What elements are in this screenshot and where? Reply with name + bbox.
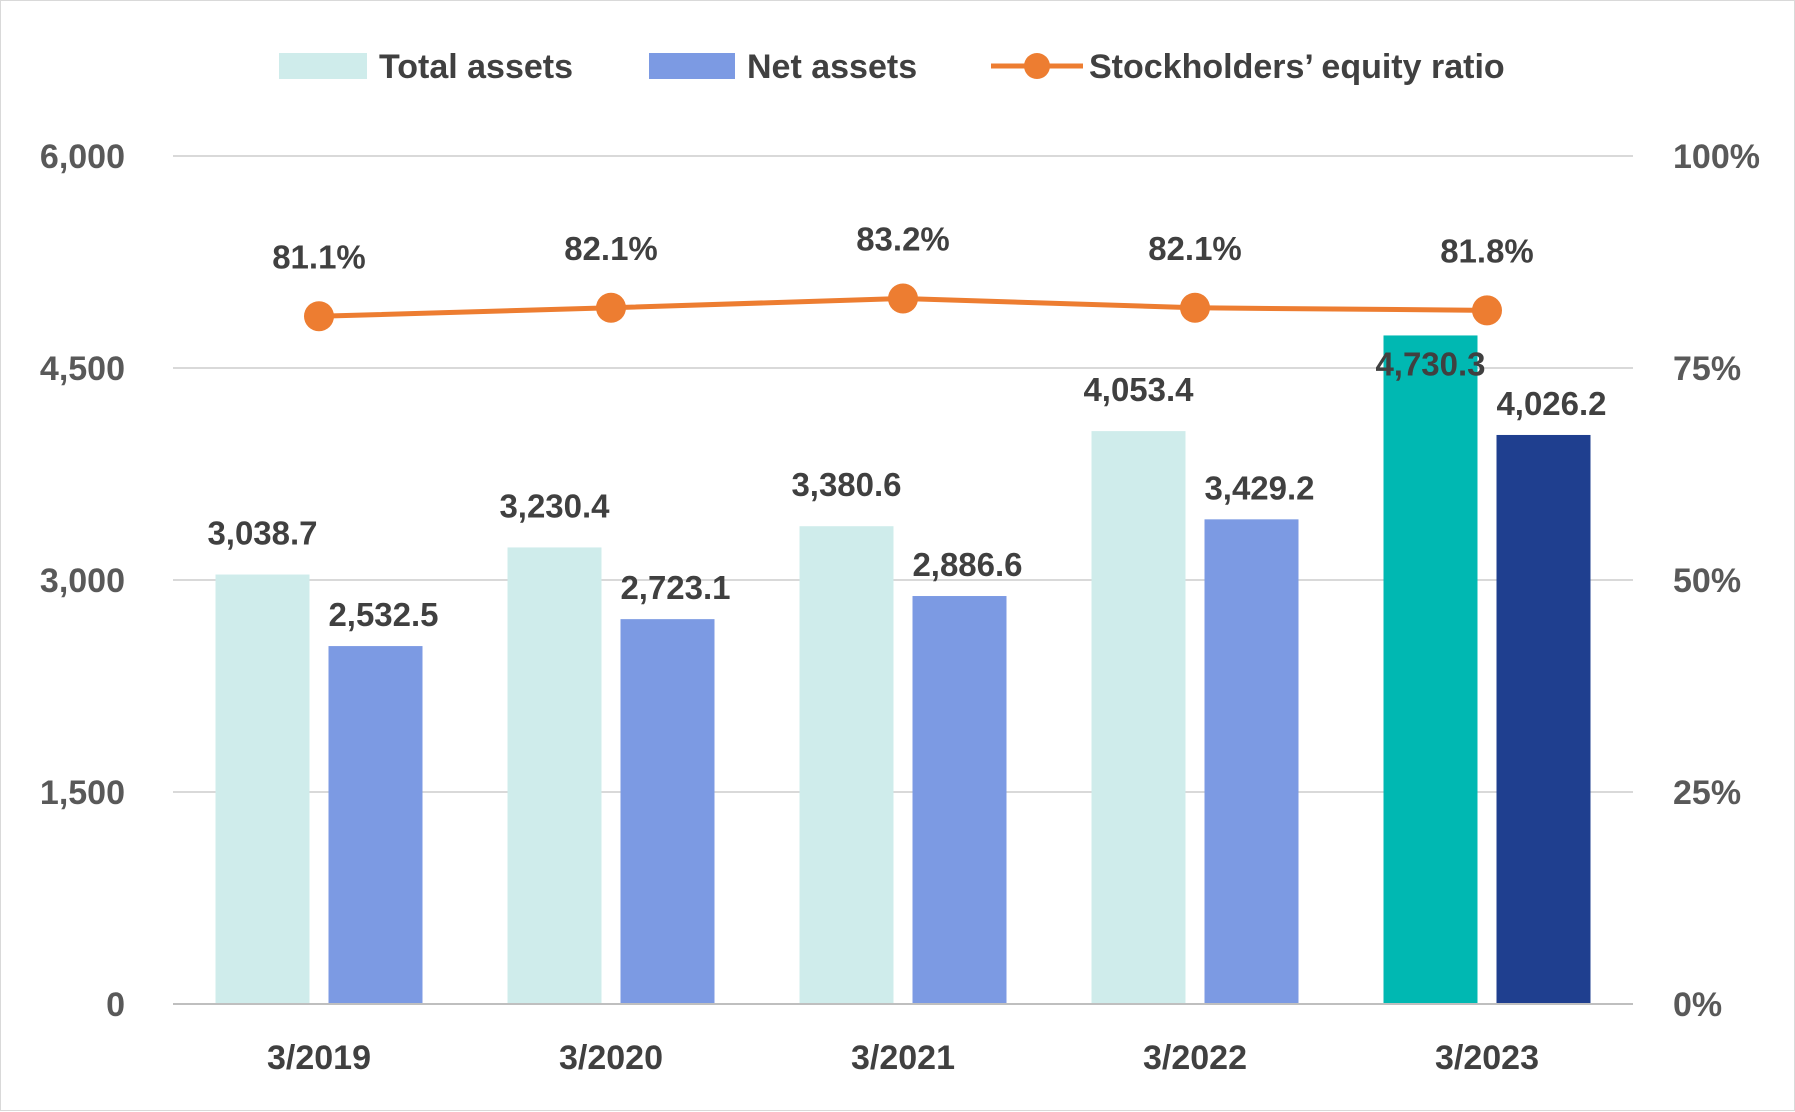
- net-assets-bar: [1496, 434, 1591, 1004]
- equity-ratio-data-label: 81.1%: [272, 238, 366, 275]
- total-assets-data-label: 4,053.4: [1083, 371, 1194, 408]
- net-assets-data-label: 3,429.2: [1204, 469, 1314, 506]
- legend-label-total-assets: Total assets: [379, 48, 573, 86]
- category-label: 3/2020: [559, 1039, 663, 1077]
- equity-ratio-data-label: 82.1%: [564, 230, 658, 267]
- total-assets-data-label: 3,038.7: [207, 515, 317, 552]
- equity-ratio-marker: [888, 283, 918, 314]
- right-tick-label: 0%: [1673, 986, 1722, 1024]
- total-assets-bar: [215, 574, 310, 1004]
- left-tick-label: 0: [106, 986, 125, 1024]
- bars: [215, 335, 1591, 1004]
- equity-ratio-marker: [1472, 295, 1502, 326]
- equity-ratio-marker: [596, 292, 626, 323]
- net-assets-bar: [912, 596, 1007, 1004]
- category-label: 3/2019: [267, 1039, 371, 1077]
- legend: Total assets Net assets Stockholders’ equi…: [279, 48, 1505, 86]
- right-tick-label: 100%: [1673, 138, 1760, 176]
- net-assets-data-label: 2,886.6: [912, 546, 1022, 583]
- right-tick-label: 50%: [1673, 562, 1741, 600]
- category-label: 3/2023: [1435, 1039, 1539, 1077]
- left-tick-label: 3,000: [40, 562, 125, 600]
- right-axis: 0% 25% 50% 75% 100%: [1673, 138, 1760, 1024]
- net-assets-bar: [328, 646, 423, 1004]
- category-label: 3/2022: [1143, 1039, 1247, 1077]
- legend-swatch-net-assets: [649, 53, 735, 79]
- x-axis: 3/2019 3/2020 3/2021 3/2022 3/2023: [173, 1003, 1633, 1077]
- equity-ratio-marker: [1180, 292, 1210, 323]
- left-axis: 0 1,500 3,000 4,500 6,000: [40, 138, 125, 1024]
- left-tick-label: 4,500: [40, 350, 125, 388]
- net-assets-data-label: 2,532.5: [328, 596, 438, 633]
- total-assets-bar: [1091, 431, 1186, 1004]
- total-assets-data-label: 3,230.4: [499, 487, 610, 524]
- equity-ratio-data-label: 82.1%: [1148, 230, 1242, 267]
- total-assets-bar: [799, 526, 894, 1004]
- total-assets-data-label: 4,730.3: [1375, 345, 1485, 382]
- total-assets-bar: [507, 547, 602, 1004]
- right-tick-label: 75%: [1673, 350, 1741, 388]
- equity-ratio-data-label: 81.8%: [1440, 232, 1534, 269]
- net-assets-bar: [620, 619, 715, 1004]
- legend-label-equity-ratio: Stockholders’ equity ratio: [1089, 48, 1505, 86]
- equity-ratio-marker: [304, 301, 334, 332]
- category-label: 3/2021: [851, 1039, 955, 1077]
- net-assets-data-label: 4,026.2: [1496, 385, 1606, 422]
- net-assets-data-label: 2,723.1: [620, 569, 730, 606]
- total-assets-data-label: 3,380.6: [791, 466, 901, 503]
- legend-swatch-marker: [1024, 53, 1050, 79]
- right-tick-label: 25%: [1673, 774, 1741, 812]
- net-assets-bar: [1204, 519, 1299, 1004]
- legend-swatch-total-assets: [279, 53, 367, 79]
- left-tick-label: 6,000: [40, 138, 125, 176]
- left-tick-label: 1,500: [40, 774, 125, 812]
- legend-label-net-assets: Net assets: [747, 48, 917, 86]
- equity-ratio-data-label: 83.2%: [856, 220, 950, 257]
- equity-ratio-line: [304, 283, 1502, 332]
- total-assets-bar: [1383, 335, 1478, 1004]
- data-labels: 3,038.7 3,230.4 3,380.6 4,053.4 4,730.3 2,532…: [207, 220, 1606, 633]
